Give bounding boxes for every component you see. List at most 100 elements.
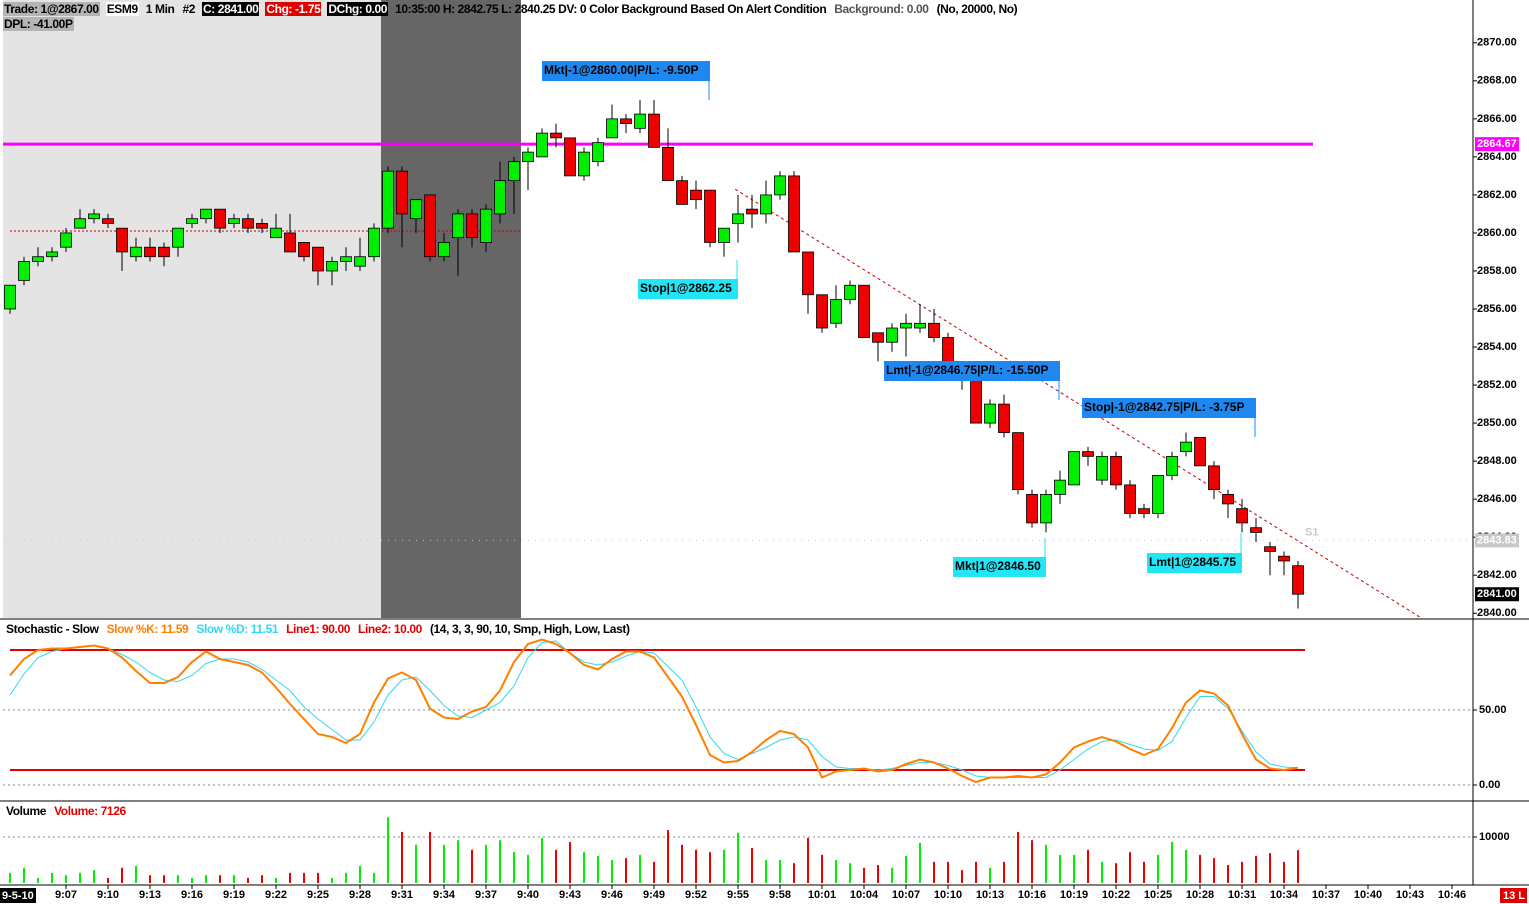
candle-body — [4, 284, 16, 310]
x-tick-label: 9:13 — [139, 889, 161, 901]
y-tick-label: 2864.00 — [1477, 151, 1517, 163]
candle-body — [690, 189, 702, 201]
y-tick-label: 2842.00 — [1477, 569, 1517, 581]
x-tick-label: 9:25 — [307, 889, 329, 901]
volume-bar — [737, 832, 739, 883]
volume-bar — [51, 872, 53, 883]
volume-bar — [611, 859, 613, 883]
x-tick-label: 9:58 — [769, 889, 791, 901]
volume-bar — [807, 837, 809, 883]
x-tick-label: 9:55 — [727, 889, 749, 901]
volume-bar — [835, 859, 837, 883]
volume-bar — [163, 875, 165, 883]
header-item: Chg: -1.75 — [265, 2, 322, 16]
x-tick-label: 9:52 — [685, 889, 707, 901]
volume-bar — [149, 875, 151, 883]
candle-body — [1236, 508, 1248, 524]
volume-bar — [387, 817, 389, 883]
volume-bar — [1017, 831, 1019, 883]
candle-body — [186, 218, 198, 224]
volume-bar — [1157, 854, 1159, 883]
volume-bar — [1297, 850, 1299, 883]
volume-bar — [877, 865, 879, 883]
trendline — [734, 188, 1421, 618]
candle-body — [396, 170, 408, 215]
x-tick-label: 9:19 — [223, 889, 245, 901]
volume-bar — [1129, 852, 1131, 883]
header-item: Background: 0.00 — [834, 2, 929, 16]
candle-body — [830, 299, 842, 324]
date-label: 9-5-10 — [2, 890, 34, 902]
x-tick-label: 9:46 — [601, 889, 623, 901]
volume-bar — [121, 867, 123, 883]
volume-bar — [765, 859, 767, 883]
annotation-box — [638, 279, 738, 299]
header: Trade: 1@2867.00 ESM9 1 Min #2 C: 2841.00 Chg… — [3, 2, 1024, 16]
candle-body — [914, 322, 926, 329]
volume-bar — [429, 831, 431, 883]
annotation-label: Stop|-1@2842.75|P/L: -3.75P — [1084, 400, 1244, 414]
date-box — [0, 888, 36, 903]
volume-bar — [751, 848, 753, 883]
x-tick-label: 10:22 — [1102, 889, 1130, 901]
volume-bar — [373, 872, 375, 883]
volume-bar — [415, 844, 417, 883]
y-tick-label: 10000 — [1479, 831, 1510, 843]
candle-body — [340, 256, 352, 262]
header-item: C: 2841.00 — [202, 2, 260, 16]
annotation-box — [1147, 553, 1242, 573]
volume-bar — [555, 849, 557, 883]
candle-body — [858, 284, 870, 338]
volume-bar — [37, 877, 39, 883]
x-tick-label: 9:49 — [643, 889, 665, 901]
candle-body — [774, 175, 786, 196]
candle-body — [228, 218, 240, 224]
x-tick-label: 10:28 — [1186, 889, 1214, 901]
candle-body — [382, 170, 394, 229]
candle-body — [1082, 451, 1094, 457]
volume-bar — [65, 875, 67, 883]
volume-bar — [905, 855, 907, 883]
candle-body — [410, 199, 422, 220]
x-tick-label: 10:07 — [892, 889, 920, 901]
y-tick-label: 2866.00 — [1477, 113, 1517, 125]
x-tick-label: 10:04 — [850, 889, 879, 901]
volume-bar — [1073, 854, 1075, 883]
candle-body — [984, 403, 996, 424]
x-tick-label: 10:40 — [1354, 889, 1382, 901]
volume-bar — [1255, 855, 1257, 883]
x-tick-label: 10:37 — [1312, 889, 1340, 901]
volume-bar — [1185, 849, 1187, 883]
candle-body — [88, 213, 100, 220]
annotation-label: Lmt|-1@2846.75|P/L: -15.50P — [886, 363, 1049, 377]
annotation-box — [1082, 398, 1256, 418]
legend-entry: Slow %D: 11.51 — [196, 622, 279, 636]
x-tick-label: 10:43 — [1396, 889, 1424, 901]
volume-bar — [135, 865, 137, 883]
candle-body — [970, 379, 982, 424]
volume-bar — [177, 875, 179, 883]
candle-body — [1292, 565, 1304, 595]
annotation-label: Mkt|-1@2860.00|P/L: -9.50P — [544, 63, 698, 77]
candle-body — [662, 146, 674, 182]
y-tick-label: 0.00 — [1479, 779, 1500, 791]
candle-body — [270, 227, 282, 239]
volume-bar — [695, 849, 697, 883]
volume-bar — [317, 872, 319, 883]
status-box — [1500, 888, 1527, 903]
volume-bar — [79, 872, 81, 883]
x-tick-label: 9:34 — [433, 889, 456, 901]
level-label: S1 — [1305, 526, 1318, 538]
x-tick-label: 10:19 — [1060, 889, 1088, 901]
volume-bar — [345, 872, 347, 883]
candle-body — [1166, 455, 1178, 476]
candle-body — [536, 132, 548, 158]
candle-body — [200, 208, 212, 220]
volume-bar — [401, 831, 403, 883]
volume-bar — [191, 877, 193, 883]
candle-body — [494, 180, 506, 215]
x-tick-label: 9:16 — [181, 889, 203, 901]
x-tick-label: 10:46 — [1438, 889, 1466, 901]
volume-bar — [1241, 861, 1243, 883]
volume-bar — [457, 840, 459, 883]
